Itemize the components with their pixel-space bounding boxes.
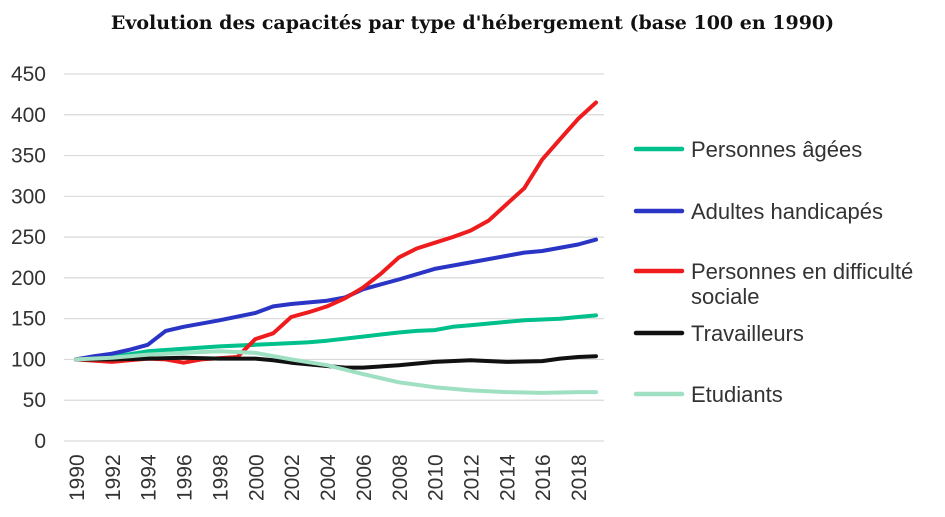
x-tick-label: 2008 <box>389 454 412 501</box>
x-tick-label: 1994 <box>138 454 161 501</box>
x-tick-label: 2012 <box>460 454 483 501</box>
series-lines <box>74 100 598 395</box>
x-tick-label: 2014 <box>496 454 519 501</box>
y-tick-label: 400 <box>11 104 46 127</box>
legend-label-3: Travailleurs <box>691 321 804 346</box>
legend: Personnes âgées Adultes handicapés Personn… <box>633 137 913 407</box>
gridlines <box>64 73 604 442</box>
y-tick-label: 200 <box>11 267 46 290</box>
series-line-0 <box>74 313 598 362</box>
x-tick-label: 2006 <box>353 454 376 501</box>
x-tick-label: 1998 <box>209 454 232 501</box>
x-tick-label: 2002 <box>281 454 304 501</box>
series-line-4 <box>74 349 598 395</box>
legend-label-0: Personnes âgées <box>691 137 862 162</box>
series-line-1 <box>74 237 598 362</box>
legend-label-2: sociale <box>691 284 759 309</box>
legend-label-4: Etudiants <box>691 382 783 407</box>
x-tick-label: 2010 <box>425 454 448 501</box>
y-tick-label: 300 <box>11 185 46 208</box>
x-axis-ticks: 1990 1992 1994 1996 1998 2000 2002 2004 2006 2008… <box>66 454 591 501</box>
series-line-2 <box>74 100 598 365</box>
y-tick-label: 350 <box>11 145 46 168</box>
x-tick-label: 2016 <box>532 454 555 501</box>
legend-label-1: Adultes handicapés <box>691 199 883 224</box>
y-tick-label: 250 <box>11 226 46 249</box>
legend-label-2: Personnes en difficulté <box>691 259 913 284</box>
x-tick-label: 1992 <box>102 454 125 501</box>
y-tick-label: 100 <box>11 348 46 371</box>
x-tick-label: 1990 <box>66 454 89 501</box>
x-tick-label: 2000 <box>245 454 268 501</box>
y-tick-label: 150 <box>11 308 46 331</box>
x-tick-label: 2018 <box>568 454 591 501</box>
series-line-3 <box>74 354 598 370</box>
x-tick-label: 2004 <box>317 454 340 501</box>
x-tick-label: 1996 <box>174 454 197 501</box>
y-tick-label: 450 <box>11 63 46 86</box>
chart-title: Evolution des capacités par type d'héber… <box>110 12 835 34</box>
y-tick-label: 0 <box>34 430 46 453</box>
y-tick-label: 50 <box>23 389 46 412</box>
y-axis-ticks: 0 50 100 150 200 250 300 350 400 450 <box>11 63 46 453</box>
